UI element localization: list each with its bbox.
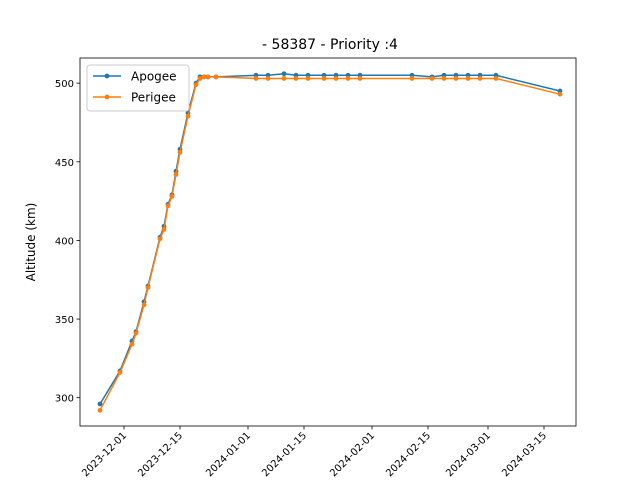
legend-marker-apogee bbox=[104, 73, 110, 79]
y-tick-label: 400 bbox=[55, 236, 74, 247]
data-point-perigee bbox=[253, 76, 259, 81]
x-tick-label: 2023-12-15 bbox=[136, 430, 185, 479]
x-tick-label: 2024-03-01 bbox=[444, 430, 493, 479]
series-line-apogee bbox=[99, 72, 561, 405]
data-point-perigee bbox=[557, 91, 563, 97]
y-tick-label: 500 bbox=[55, 79, 74, 90]
data-point-perigee bbox=[477, 76, 483, 81]
data-point-perigee bbox=[141, 302, 147, 308]
chart-title: - 58387 - Priority :4 bbox=[262, 37, 398, 53]
data-point-perigee bbox=[305, 76, 311, 81]
series-layer bbox=[97, 71, 563, 413]
legend-label-apogee: Apogee bbox=[131, 70, 177, 84]
data-point-perigee bbox=[193, 82, 199, 88]
data-point-perigee bbox=[321, 76, 327, 81]
data-point-perigee bbox=[493, 76, 499, 81]
data-point-perigee bbox=[185, 113, 191, 119]
plot-frame bbox=[79, 57, 577, 427]
y-tick-label: 350 bbox=[55, 315, 74, 326]
data-point-perigee bbox=[133, 330, 139, 336]
data-point-perigee bbox=[409, 76, 415, 81]
data-point-perigee bbox=[157, 236, 163, 242]
data-point-perigee bbox=[129, 341, 135, 347]
data-point-perigee bbox=[197, 76, 203, 81]
data-point-apogee bbox=[281, 71, 287, 77]
x-tick-label: 2024-02-15 bbox=[384, 430, 433, 479]
legend-label-perigee: Perigee bbox=[131, 91, 176, 105]
data-point-perigee bbox=[465, 76, 471, 81]
data-point-perigee bbox=[177, 149, 183, 155]
data-point-perigee bbox=[201, 74, 207, 80]
data-point-perigee bbox=[145, 285, 151, 291]
x-tick-label: 2024-03-15 bbox=[500, 430, 549, 479]
data-point-perigee bbox=[265, 76, 271, 81]
x-tick-label: 2024-02-01 bbox=[328, 430, 377, 479]
legend: Apogee Perigee bbox=[86, 64, 190, 112]
y-axis-label: Altitude (km) bbox=[24, 203, 38, 282]
data-point-perigee bbox=[429, 76, 435, 81]
data-point-perigee bbox=[333, 76, 339, 81]
data-point-perigee bbox=[205, 74, 211, 80]
data-point-perigee bbox=[173, 171, 179, 177]
data-point-perigee bbox=[357, 76, 363, 81]
data-point-perigee bbox=[165, 203, 171, 209]
x-tick-label: 2023-12-01 bbox=[80, 430, 129, 479]
axes-layer: 300 350 400 450 500 2023-12-01 2023-12-15 2024-… bbox=[55, 57, 577, 479]
data-point-perigee bbox=[453, 76, 459, 81]
data-point-perigee bbox=[441, 76, 447, 81]
x-tick-label: 2024-01-01 bbox=[204, 430, 253, 479]
data-point-perigee bbox=[97, 407, 103, 413]
y-tick-label: 450 bbox=[55, 158, 74, 169]
data-point-perigee bbox=[345, 76, 351, 81]
data-point-perigee bbox=[117, 370, 123, 375]
data-point-perigee bbox=[169, 193, 175, 199]
data-point-apogee bbox=[97, 401, 103, 407]
legend-marker-perigee bbox=[104, 94, 110, 100]
y-tick-label: 300 bbox=[55, 394, 74, 405]
data-point-perigee bbox=[293, 76, 299, 81]
data-point-perigee bbox=[161, 227, 167, 232]
data-point-perigee bbox=[281, 76, 287, 81]
data-point-perigee bbox=[213, 74, 219, 80]
series-line-perigee bbox=[99, 76, 561, 411]
x-tick-label: 2024-01-15 bbox=[260, 430, 309, 479]
